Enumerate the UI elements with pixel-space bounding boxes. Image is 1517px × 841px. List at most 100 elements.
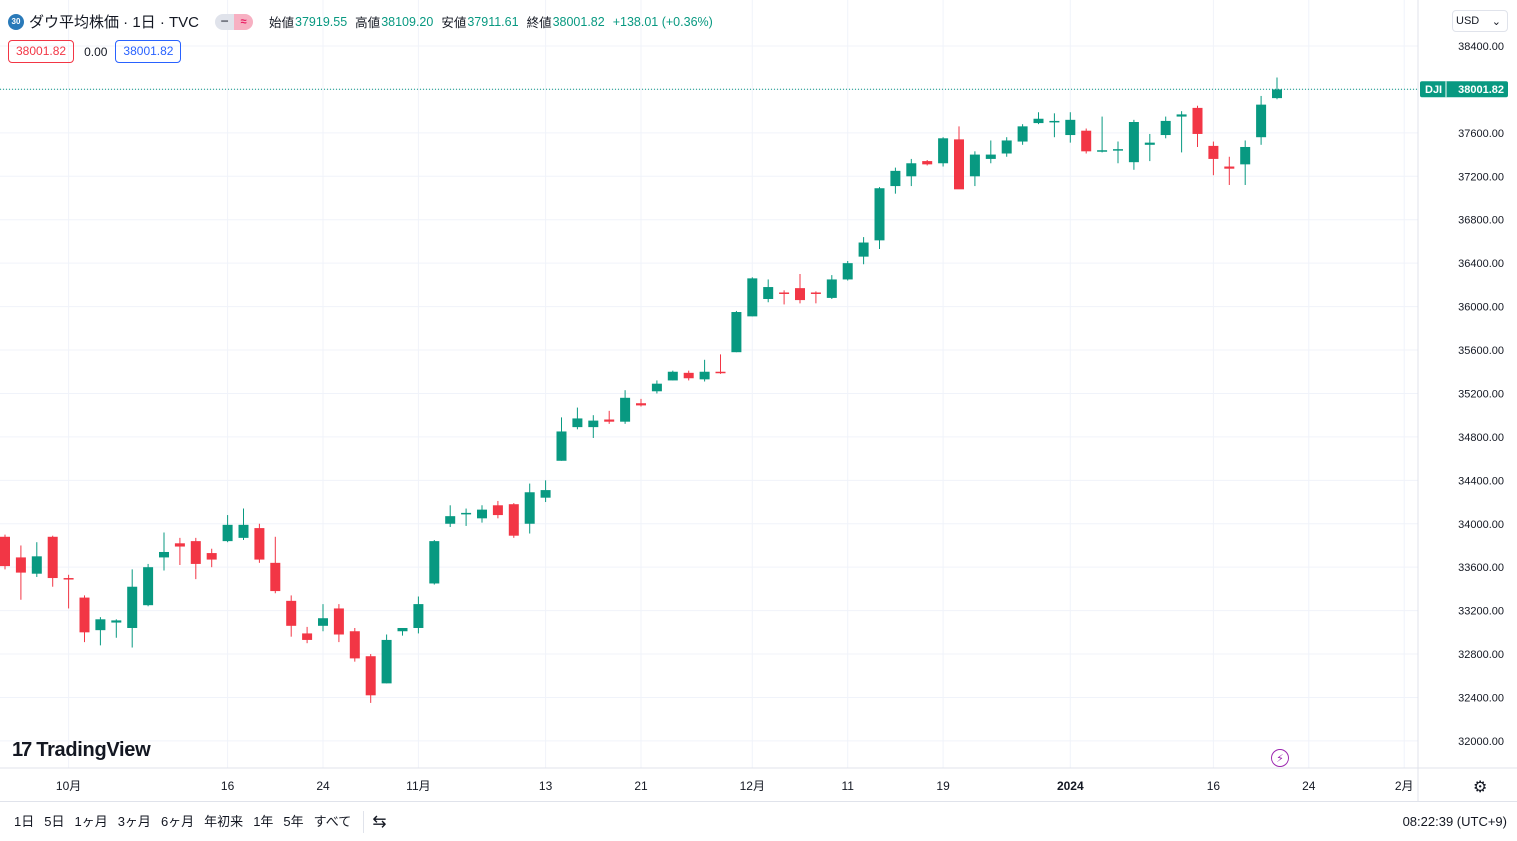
candle-body: [524, 492, 535, 524]
candle-body: [779, 292, 790, 294]
high-value: 38109.20: [381, 14, 434, 29]
candle-body: [906, 163, 917, 177]
y-tick-label: 32800.00: [1458, 649, 1504, 661]
candle-body: [858, 242, 869, 257]
candle-body: [1176, 114, 1187, 117]
compare-icon[interactable]: ≈: [234, 13, 254, 30]
candle-body: [79, 597, 90, 633]
y-tick-label: 37600.00: [1458, 128, 1504, 140]
candle-body: [826, 279, 837, 298]
x-tick-label: 10月: [56, 779, 81, 793]
candle-body: [1240, 146, 1251, 165]
candle-body: [1001, 140, 1012, 154]
range-button[interactable]: 5日: [44, 813, 65, 829]
candle-body: [206, 553, 217, 560]
x-tick-label: 2024: [1057, 779, 1084, 793]
y-tick-label: 36000.00: [1458, 302, 1504, 314]
candle-body: [1049, 120, 1060, 123]
y-tick-label: 32000.00: [1458, 736, 1504, 748]
calendar-range-icon[interactable]: ⇆: [372, 811, 387, 831]
candle-body: [747, 278, 758, 317]
candle-body: [620, 397, 631, 422]
x-tick-label: 12月: [740, 779, 765, 793]
y-tick-label: 34400.00: [1458, 475, 1504, 487]
chevron-down-icon: ⌄: [1491, 15, 1501, 28]
candle-body: [1144, 142, 1155, 145]
candle-body: [397, 627, 408, 632]
visibility-toggle[interactable]: ━ ≈: [215, 13, 254, 30]
candle-body: [572, 418, 583, 428]
candle-body: [127, 586, 138, 628]
candle-body: [890, 170, 901, 187]
candle-body: [588, 420, 599, 428]
candle-body: [174, 543, 185, 547]
range-button[interactable]: 1ヶ月: [74, 813, 108, 829]
candle-body: [683, 372, 694, 379]
candle-body: [763, 287, 774, 299]
candle-body: [349, 631, 360, 659]
range-button[interactable]: 年初来: [204, 813, 244, 829]
candle-body: [969, 154, 980, 177]
candlestick-chart[interactable]: 32000.00 32400.00 32800.00 33200.00 33600.00…: [0, 0, 1517, 801]
range-button[interactable]: 6ヶ月: [160, 813, 195, 829]
x-tick-label: 24: [316, 779, 330, 793]
lightning-icon[interactable]: ⚡: [1271, 749, 1289, 767]
date-range-buttons: 1日 5日 1ヶ月 3ヶ月 6ヶ月 年初来 1年 5年 すべて: [10, 808, 355, 836]
bottom-toolbar: 1日 5日 1ヶ月 3ヶ月 6ヶ月 年初来 1年 5年 すべて ⇆ 08:22:39 (UTC+…: [0, 801, 1517, 841]
tradingview-logo[interactable]: 17 TradingView: [12, 739, 151, 762]
y-tick-label: 33600.00: [1458, 562, 1504, 574]
toolbar-divider: [363, 810, 365, 833]
y-tick-label: 36400.00: [1458, 258, 1504, 270]
candle-body: [715, 371, 726, 374]
symbol-logo-icon: 30: [8, 13, 24, 30]
symbol-title[interactable]: ダウ平均株価 · 1日 · TVC: [29, 14, 200, 31]
y-tick-label: 35200.00: [1458, 388, 1504, 400]
settings-icon[interactable]: ⚙: [1473, 779, 1488, 796]
candle-body: [1160, 120, 1171, 136]
candle-body: [31, 556, 42, 574]
candle-body: [810, 292, 821, 294]
candle-body: [1208, 145, 1219, 159]
candle-body: [874, 188, 885, 241]
buy-button[interactable]: 38001.82: [115, 40, 182, 63]
candle-body: [413, 604, 424, 628]
candle-body: [651, 383, 662, 392]
candle-body: [461, 512, 472, 515]
range-button[interactable]: 5年: [283, 813, 304, 829]
candle-body: [795, 288, 805, 301]
low-value: 37911.61: [467, 14, 519, 29]
x-tick-label: 11: [841, 779, 854, 793]
x-tick-label: 21: [634, 779, 648, 793]
currency-select[interactable]: USD ⌄: [1452, 10, 1508, 32]
candle-body: [429, 541, 440, 584]
range-button[interactable]: 3ヶ月: [117, 813, 151, 829]
range-button[interactable]: 1日: [14, 813, 35, 829]
y-tick-label: 34000.00: [1458, 519, 1504, 531]
open-label: 始値: [269, 16, 295, 30]
x-tick-label: 11月: [406, 779, 430, 793]
candle-body: [1224, 166, 1235, 169]
candle-body: [159, 551, 169, 558]
candle-body: [731, 312, 742, 353]
range-button[interactable]: 1年: [253, 813, 274, 829]
order-panel: 38001.82 0.00 38001.82: [8, 40, 182, 63]
candle-body: [1256, 104, 1267, 138]
candle-body: [985, 154, 996, 159]
tradingview-logo-text: TradingView: [36, 739, 151, 761]
candle-body: [540, 490, 551, 498]
currency-label: USD: [1456, 15, 1480, 27]
sell-button[interactable]: 38001.82: [8, 40, 75, 63]
y-tick-label: 38400.00: [1458, 41, 1504, 53]
hide-icon[interactable]: ━: [215, 13, 235, 30]
candle-body: [15, 557, 26, 573]
y-tick-label: 32400.00: [1458, 692, 1504, 704]
clock-timezone[interactable]: 08:22:39 (UTC+9): [1402, 814, 1507, 829]
spread-value: 0.00: [84, 44, 108, 59]
range-button[interactable]: すべて: [313, 813, 352, 829]
candle-body: [1192, 107, 1203, 134]
x-tick-label: 2月: [1395, 779, 1414, 793]
candle-body: [954, 139, 964, 190]
candle-body: [1272, 89, 1282, 99]
candle-body: [1065, 119, 1076, 136]
